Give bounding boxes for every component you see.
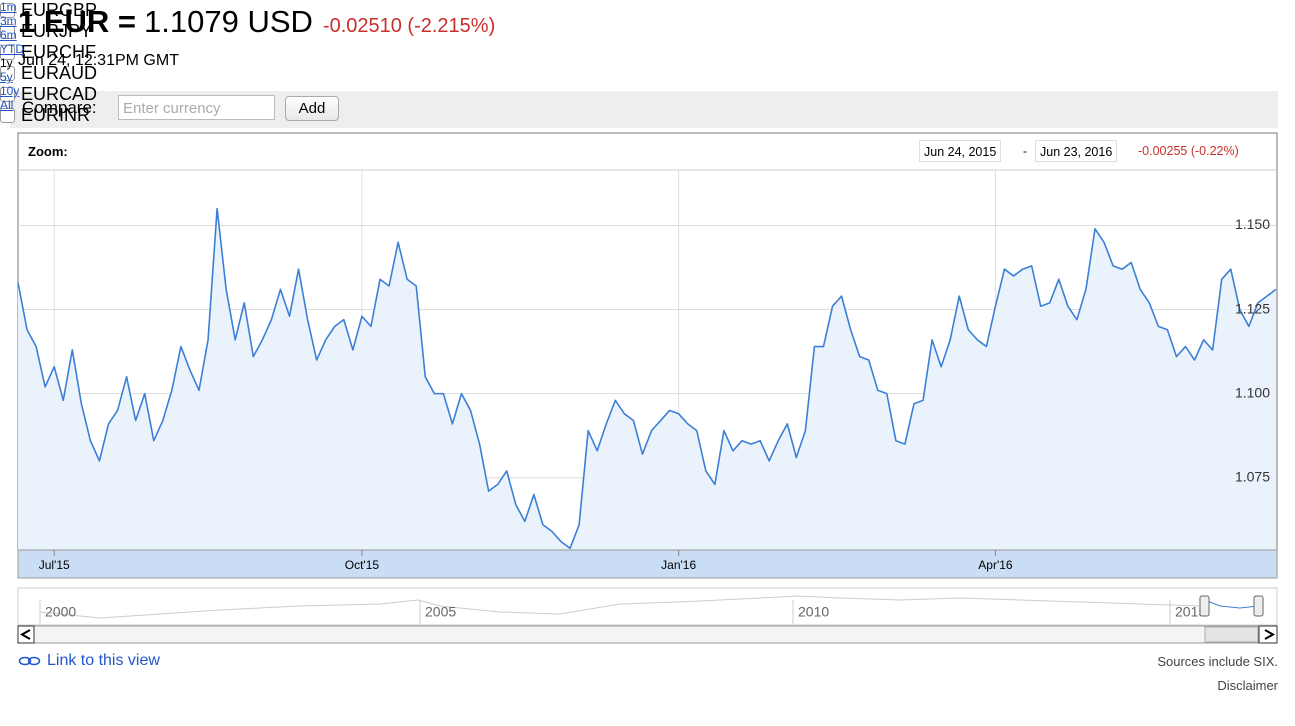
compare-option[interactable]: EURJPY [0,21,97,42]
compare-option[interactable]: EURINR [0,105,97,126]
timestamp: Jun 24, 12:31PM GMT [18,52,179,69]
zoom-link[interactable]: 10y [0,84,20,98]
plot-area: 1.150 1.125 1.100 1.075 [17,170,1277,551]
navigator-labels: 2000 2005 2010 2015 [39,600,1206,625]
option-label[interactable]: EURJPY [21,21,93,41]
x-tick-label: Apr'16 [978,558,1013,572]
sources: Sources include SIX. [1157,654,1278,669]
x-axis-band [17,549,1278,579]
change: -0.02510 (-2.215%) [322,15,496,37]
compare-option[interactable]: EURAUD [0,63,97,84]
x-axis: Jul'15 Oct'15 Jan'16 Apr'16 [39,550,1013,572]
quote-header: 1 EUR = 1.1079 USD -0.02510 (-2.215%) [18,4,495,40]
link-icon [18,656,41,666]
x-tick-label: Jul'15 [39,558,70,572]
navigator-line [39,595,1201,619]
zoom-link[interactable]: 1m [0,0,17,14]
zoom-link[interactable]: 5y [0,70,13,84]
y-tick-label: 1.100 [1235,384,1270,400]
arrow-right [1264,629,1276,640]
zoom-link[interactable]: 6m [0,28,17,42]
navigator-label: 2005 [425,604,456,620]
checkbox[interactable] [0,87,15,102]
compare-options: EURGBP EURJPY EURCHF EURAUD EURCAD EURINR [0,0,97,126]
navigator-handle[interactable] [1199,595,1210,617]
compare-option[interactable]: EURGBP [0,0,97,21]
scrollbar[interactable] [17,625,1278,644]
compare-input[interactable]: Enter currency [118,95,275,120]
checkbox[interactable] [0,3,15,18]
compare-option[interactable]: EURCAD [0,84,97,105]
price: 1.1079 USD [144,4,313,39]
range-start[interactable]: Jun 24, 2015 [919,140,1002,162]
price-line [17,207,1277,550]
compare-option[interactable]: EURCHF [0,42,97,63]
option-label[interactable]: EURAUD [21,63,98,83]
link-to-view[interactable]: Link to this view [18,652,160,670]
checkbox[interactable] [0,45,15,60]
zoom-options: 1m 3m 6m YTD 1y 5y 10y All [0,0,24,112]
y-tick-label: 1.150 [1235,216,1270,232]
range-separator: - [1023,144,1027,158]
checkbox[interactable] [0,108,15,123]
navigator-label: 2015 [1175,604,1206,620]
checkbox[interactable] [0,24,15,39]
compare-label: Compare: [22,98,97,117]
navigator[interactable] [17,587,1278,626]
zoom-link[interactable]: 1y [0,56,13,70]
area [18,208,1276,551]
navigator-label: 2010 [798,604,829,620]
scroll-thumb[interactable] [1204,626,1259,643]
y-tick-label: 1.125 [1235,300,1270,316]
navigator-handle[interactable] [1253,595,1264,617]
navigator-selection-line [1204,599,1259,609]
range-change: -0.00255 (-0.22%) [1138,144,1239,158]
link-text[interactable]: Link to this view [47,652,160,669]
disclaimer[interactable]: Disclaimer [1217,678,1278,693]
scroll-right[interactable] [1258,625,1278,644]
option-label[interactable]: EURCAD [21,84,98,104]
y-tick-label: 1.075 [1235,468,1270,484]
add-button[interactable]: Add [285,96,339,121]
navigator-label: 2000 [45,604,76,620]
zoom-label: Zoom: [28,144,68,159]
range-end[interactable]: Jun 23, 2016 [1035,140,1118,162]
zoom-link[interactable]: All [0,98,14,112]
zoom-link[interactable]: 3m [0,14,17,28]
x-tick-label: Oct'15 [345,558,380,572]
option-label[interactable]: EURGBP [21,0,98,20]
pair: 1 EUR = [18,4,137,39]
x-tick-label: Jan'16 [661,558,696,572]
arrow-left [19,629,31,640]
option-label[interactable]: EURCHF [21,42,96,62]
option-label[interactable]: EURINR [21,105,91,125]
checkbox[interactable] [0,66,15,81]
zoom-link[interactable]: YTD [0,42,24,56]
